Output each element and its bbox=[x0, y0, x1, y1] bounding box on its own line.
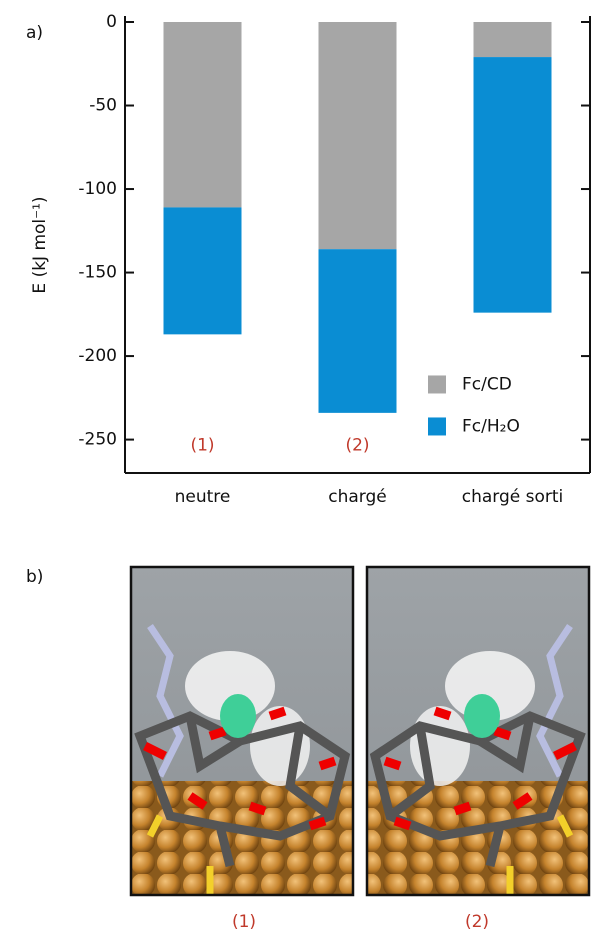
bar-annotation: (2) bbox=[345, 436, 369, 456]
bar-segment bbox=[163, 22, 242, 208]
image-caption: (1) bbox=[232, 912, 256, 932]
bar-annotation: (1) bbox=[190, 436, 214, 456]
molecule-image bbox=[366, 566, 590, 896]
bar-segment bbox=[318, 22, 397, 250]
bar-segment bbox=[163, 207, 242, 335]
x-tick-label: chargé sorti bbox=[462, 487, 564, 507]
y-axis-label: E (kJ mol⁻¹) bbox=[30, 196, 50, 293]
y-tick-label: -100 bbox=[78, 179, 117, 199]
bar-segment bbox=[473, 57, 552, 313]
image-caption: (2) bbox=[465, 912, 489, 932]
panel-label: a) bbox=[26, 23, 43, 43]
legend-label: Fc/CD bbox=[462, 374, 512, 394]
legend-swatch bbox=[428, 375, 446, 394]
y-tick-label: -250 bbox=[78, 430, 117, 450]
panel-label: b) bbox=[26, 567, 43, 587]
bar-segment bbox=[473, 22, 552, 58]
bar-segment bbox=[318, 249, 397, 413]
y-tick-label: 0 bbox=[106, 12, 117, 32]
x-tick-label: chargé bbox=[328, 487, 386, 507]
y-tick-label: -150 bbox=[78, 263, 117, 283]
y-tick-label: -200 bbox=[78, 346, 117, 366]
molecule-image bbox=[130, 566, 354, 896]
x-tick-label: neutre bbox=[175, 487, 231, 507]
legend-label: Fc/H₂O bbox=[462, 416, 520, 436]
y-tick-label: -50 bbox=[89, 96, 117, 116]
legend-swatch bbox=[428, 417, 446, 436]
